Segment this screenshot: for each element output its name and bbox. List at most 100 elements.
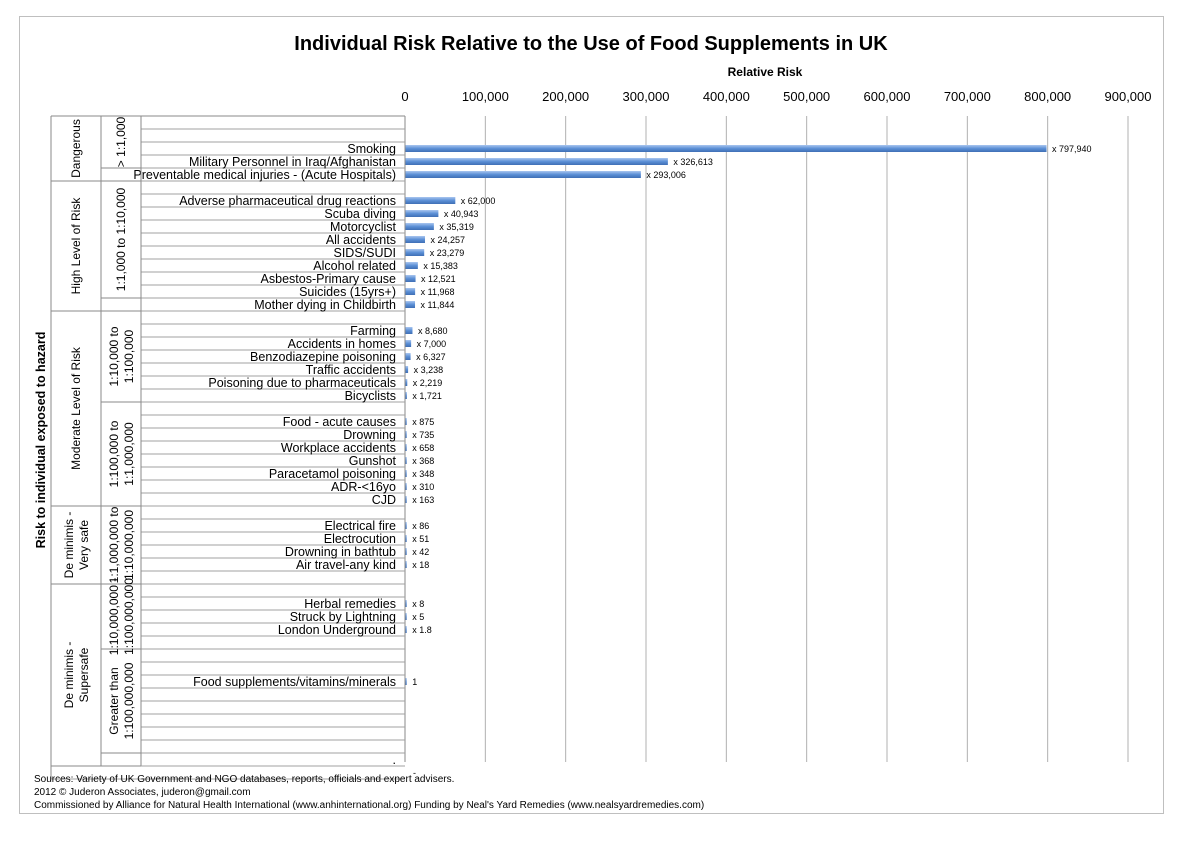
data-label: x 35,319 <box>439 222 474 232</box>
category-label: All accidents <box>326 233 396 247</box>
category-label: Accidents in homes <box>288 337 396 351</box>
data-label: x 40,943 <box>444 209 479 219</box>
bar <box>405 548 407 555</box>
data-label: x 12,521 <box>421 274 456 284</box>
bar <box>405 327 413 334</box>
category-label: Asbestos-Primary cause <box>261 272 397 286</box>
category-label: Mother dying in Childbirth <box>254 298 396 312</box>
group-label-outer: Dangerous <box>69 119 83 178</box>
data-label: x 86 <box>412 521 429 531</box>
category-label: Farming <box>350 324 396 338</box>
bar <box>405 431 407 438</box>
category-label: Bicyclists <box>345 389 396 403</box>
x-tick-labels: 0 100,000 200,000 300,000 400,000 500,000 600,… <box>401 89 1151 104</box>
category-label: Air travel-any kind <box>296 558 396 572</box>
data-label: x 348 <box>412 469 434 479</box>
x-tick-label: 500,000 <box>783 89 830 104</box>
category-label: Smoking <box>347 142 396 156</box>
data-label: x 2,219 <box>413 378 443 388</box>
x-tick-label: 900,000 <box>1105 89 1152 104</box>
bar <box>405 418 407 425</box>
category-label: Drowning in bathtub <box>285 545 396 559</box>
data-label: x 293,006 <box>646 170 686 180</box>
data-label: x 1,721 <box>412 391 442 401</box>
data-label: x 875 <box>412 417 434 427</box>
data-label: x 62,000 <box>461 196 496 206</box>
category-label: SIDS/SUDI <box>333 246 396 260</box>
bar <box>405 262 418 269</box>
footer-line: 2012 © Juderon Associates, juderon@gmail… <box>34 787 251 798</box>
data-label: x 310 <box>412 482 434 492</box>
bar <box>405 561 407 568</box>
bar <box>405 158 668 165</box>
bar <box>405 353 411 360</box>
category-label: Traffic accidents <box>306 363 396 377</box>
data-label: x 6,327 <box>416 352 446 362</box>
category-label: London Underground <box>278 623 396 637</box>
x-tick-label: 600,000 <box>864 89 911 104</box>
data-label: x 23,279 <box>430 248 465 258</box>
group-label-line: 1:1,000,000 to <box>107 506 121 583</box>
category-label: Motorcyclist <box>330 220 397 234</box>
group-label-line: 1:10,000 to <box>107 326 121 386</box>
group-label-inner: 1:1,000,000 to1:10,000,000 <box>107 506 136 583</box>
bar <box>405 535 407 542</box>
category-label: Suicides (15yrs+) <box>299 285 396 299</box>
category-label: ADR-<16yo <box>331 480 396 494</box>
bar <box>405 197 456 204</box>
x-tick-label: 700,000 <box>944 89 991 104</box>
group-labels: Dangerous High Level of Risk Moderate Leve… <box>50 115 405 780</box>
data-label: x 1.8 <box>412 625 432 635</box>
category-label: Military Personnel in Iraq/Afghanistan <box>189 155 396 169</box>
group-label-outer: De minimis -Very safe <box>62 512 91 579</box>
bar <box>405 275 416 282</box>
data-label: x 3,238 <box>414 365 444 375</box>
bar <box>405 626 407 633</box>
group-label-line: Very safe <box>77 520 91 570</box>
category-label: Electrical fire <box>324 519 396 533</box>
group-label-line: > 1:1,000 <box>114 116 128 167</box>
x-tick-label: 800,000 <box>1024 89 1071 104</box>
group-label-inner: Greater than1:100,000,000 <box>107 662 136 739</box>
group-label-inner: 1:10,000 to1:100,000 <box>107 326 136 386</box>
bar <box>405 457 407 464</box>
x-tick-label: 400,000 <box>703 89 750 104</box>
x-tick-label: 300,000 <box>623 89 670 104</box>
group-label-inner: 1:10,000,000 -1:100,000,000 <box>107 578 136 655</box>
chart-frame <box>19 16 1164 814</box>
category-label: Gunshot <box>349 454 397 468</box>
x-axis-title: Relative Risk <box>728 65 803 79</box>
data-label: x 51 <box>412 534 429 544</box>
bar <box>405 223 434 230</box>
x-tick-label: 200,000 <box>542 89 589 104</box>
category-label: Struck by Lightning <box>290 610 396 624</box>
data-label: x 658 <box>412 443 434 453</box>
group-label-line: De minimis - <box>62 642 76 709</box>
bar <box>405 210 439 217</box>
group-label-line: 1:100,000,000 <box>122 578 136 655</box>
data-label: x 11,844 <box>421 300 455 310</box>
group-label-line: 1:100,000 <box>122 329 136 383</box>
data-label: x 5 <box>412 612 424 622</box>
category-label: . <box>393 753 396 767</box>
category-label: Alcohol related <box>313 259 396 273</box>
y-axis-title: Risk to individual exposed to hazard <box>34 332 48 549</box>
bar <box>405 171 641 178</box>
group-label-line: 1:1,000 to 1:10,000 <box>114 187 128 291</box>
group-label-line: Dangerous <box>69 119 83 178</box>
category-label: Food supplements/vitamins/minerals <box>193 675 396 689</box>
data-label: x 326,613 <box>673 157 713 167</box>
group-label-line: Greater than <box>107 667 121 734</box>
group-label-line: High Level of Risk <box>69 197 83 295</box>
group-label-inner: 1:100,000 to1:1,000,000 <box>107 420 136 487</box>
bar <box>405 249 425 256</box>
data-label: x 163 <box>412 495 434 505</box>
bar <box>405 366 409 373</box>
data-label: x 8,680 <box>418 326 448 336</box>
bar <box>405 483 407 490</box>
bar <box>405 678 407 685</box>
group-label-line: Moderate Level of Risk <box>69 346 83 470</box>
category-label: Paracetamol poisoning <box>269 467 396 481</box>
data-label: x 8 <box>412 599 424 609</box>
